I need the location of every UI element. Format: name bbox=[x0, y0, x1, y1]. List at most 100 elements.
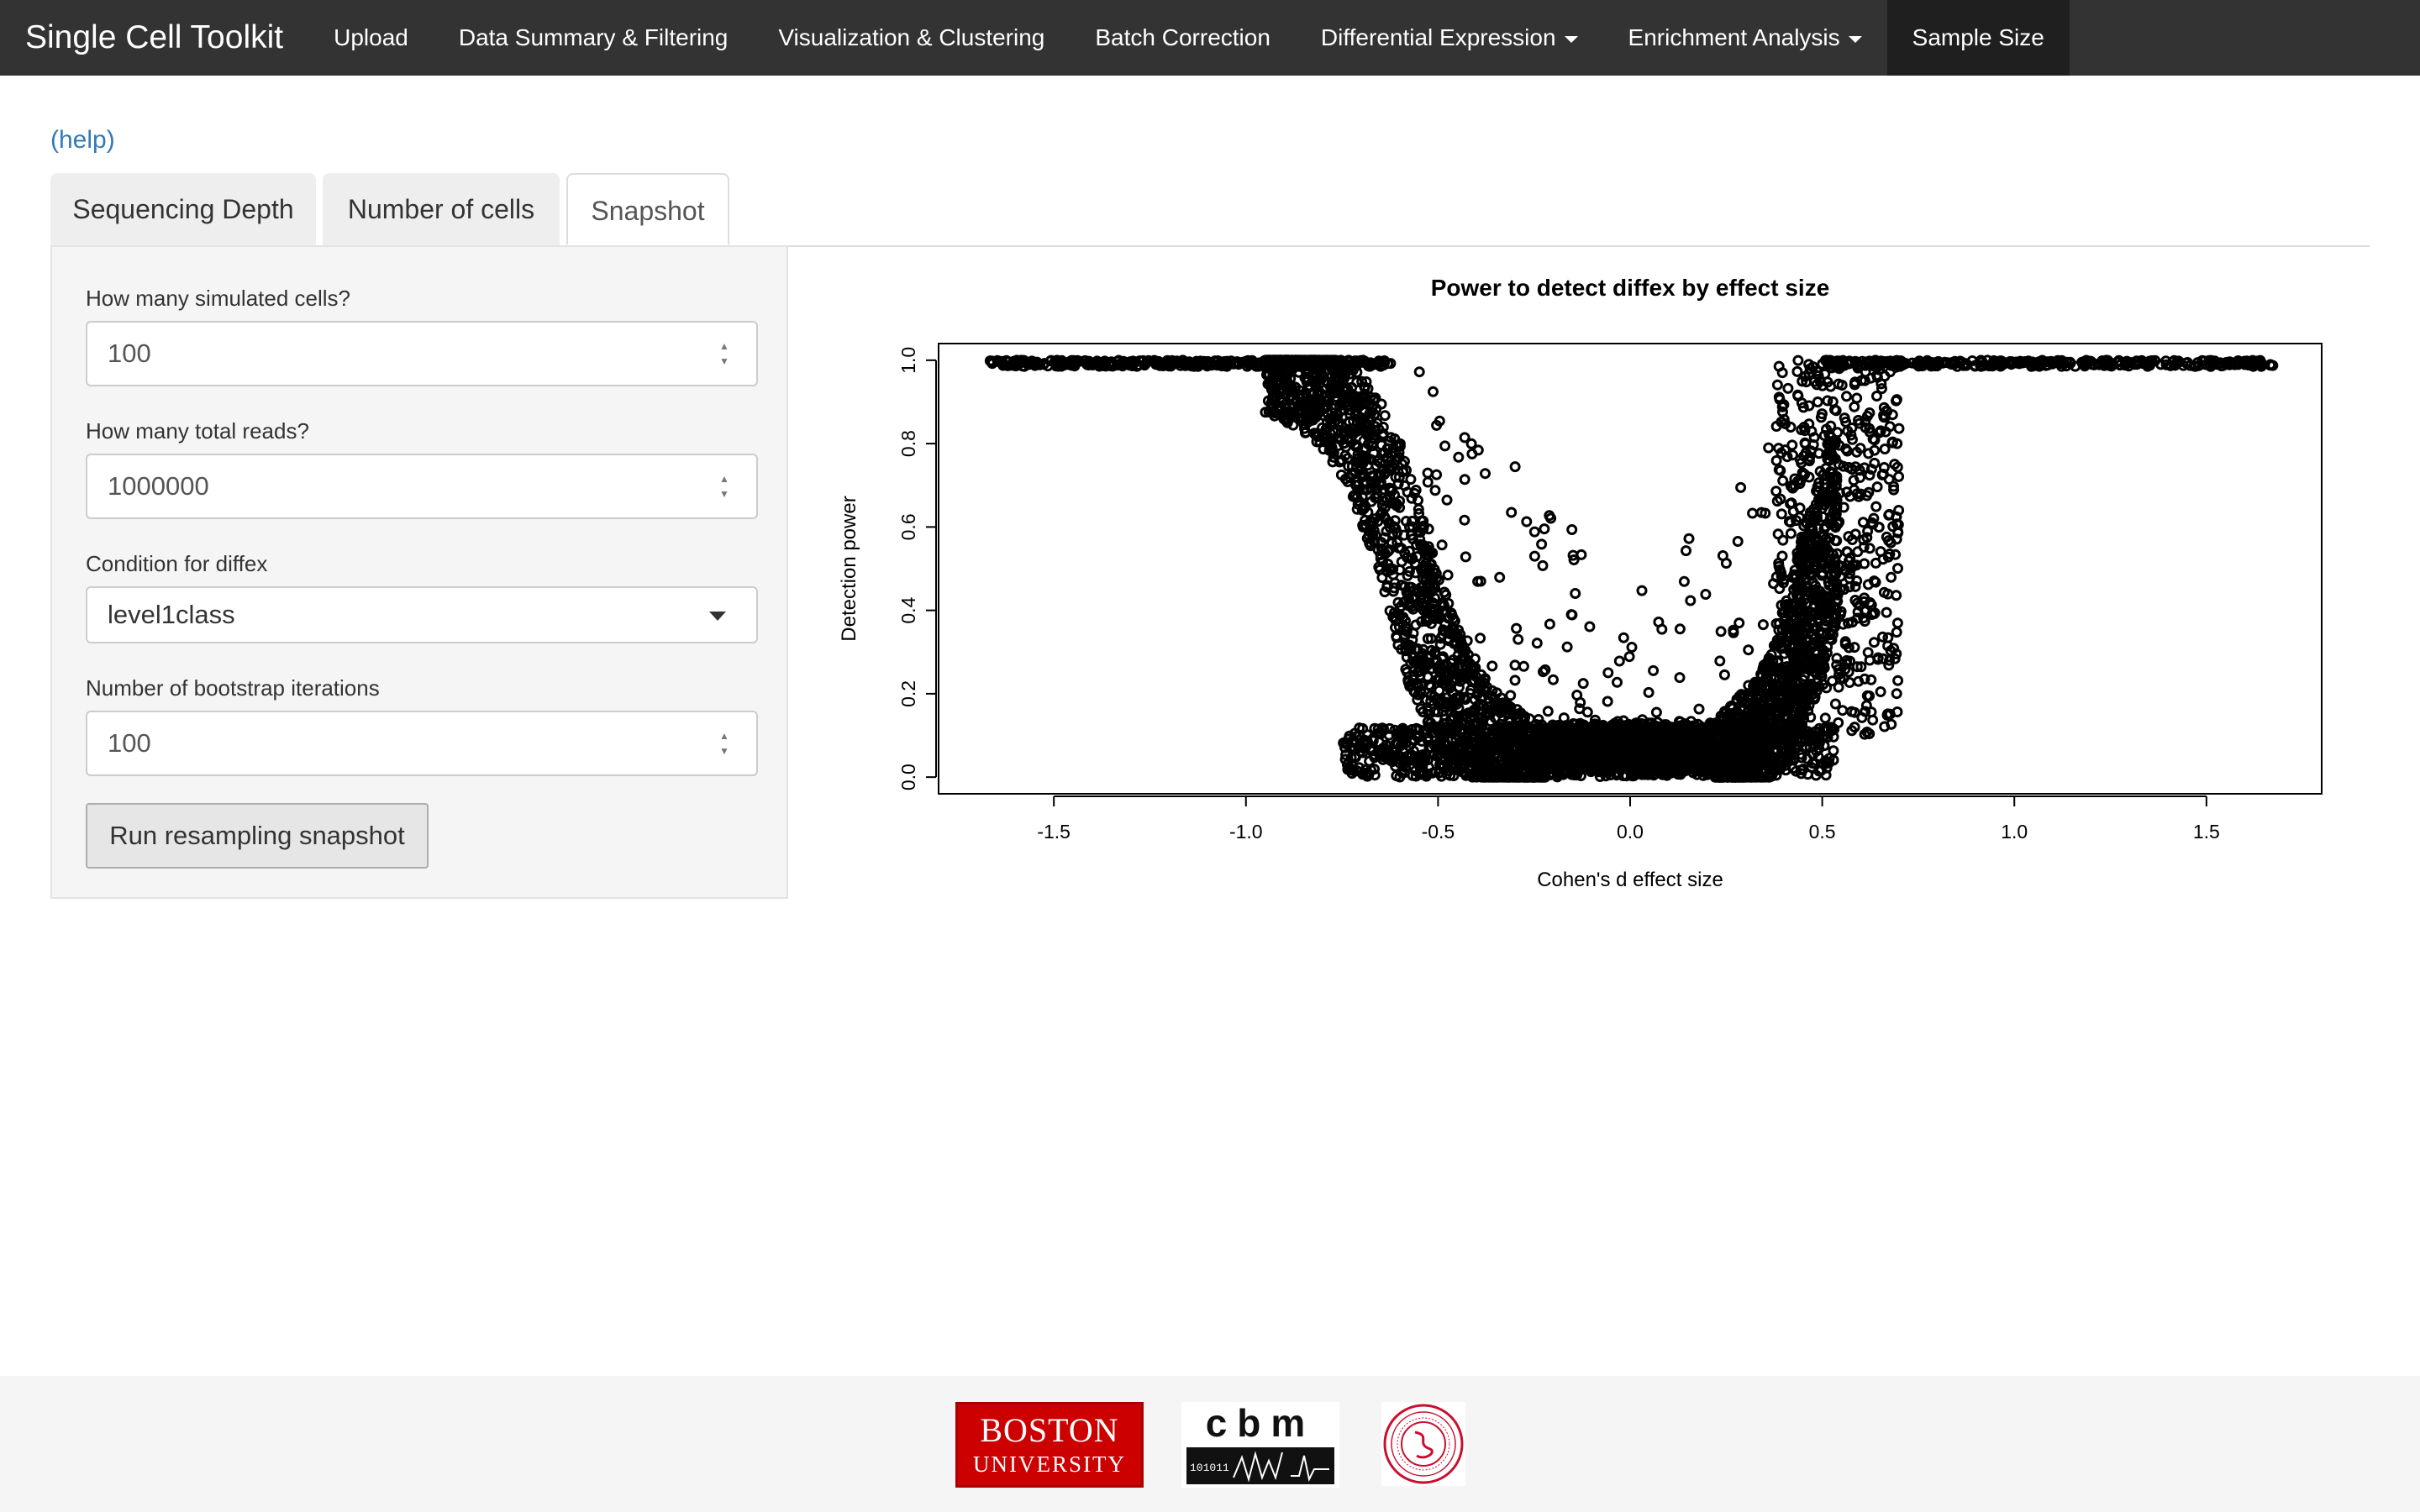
nav-sample-size[interactable]: Sample Size bbox=[1886, 0, 2070, 76]
caret-down-icon bbox=[1848, 35, 1862, 43]
data-point bbox=[1512, 704, 1523, 716]
data-point bbox=[1434, 638, 1446, 650]
data-point bbox=[1376, 430, 1388, 442]
data-point bbox=[1460, 694, 1471, 706]
nav-enrichment-analysis-label: Enrichment Analysis bbox=[1628, 24, 1840, 50]
data-point bbox=[1408, 669, 1420, 681]
data-point bbox=[1390, 454, 1402, 466]
data-point bbox=[1413, 495, 1423, 507]
run-snapshot-button[interactable]: Run resampling snapshot bbox=[86, 803, 429, 869]
tab-snapshot-label: Snapshot bbox=[591, 196, 705, 226]
data-point bbox=[1423, 680, 1435, 690]
reads-label: How many total reads? bbox=[86, 418, 309, 444]
nav-batch-correction-label: Batch Correction bbox=[1095, 24, 1270, 50]
nav-differential-expression-label: Differential Expression bbox=[1320, 24, 1556, 50]
nav-sample-size-label: Sample Size bbox=[1912, 24, 2044, 50]
data-point bbox=[1365, 743, 1377, 755]
data-point bbox=[1379, 410, 1391, 422]
data-point bbox=[1327, 456, 1339, 468]
data-point bbox=[1335, 469, 1347, 480]
stepper-icon[interactable]: ▲ ▼ bbox=[719, 340, 729, 367]
tab-number-of-cells[interactable]: Number of cells bbox=[323, 173, 560, 245]
tab-number-of-cells-label: Number of cells bbox=[347, 194, 535, 224]
nav-visualization[interactable]: Visualization & Clustering bbox=[753, 0, 1070, 76]
caret-down-icon bbox=[1564, 35, 1578, 43]
cells-label: How many simulated cells? bbox=[86, 286, 351, 311]
scatter-svg: Power to detect diffex by effect size -1… bbox=[838, 275, 2323, 891]
data-point bbox=[1326, 442, 1338, 454]
data-point bbox=[1813, 627, 1825, 639]
cells-input-value: 100 bbox=[108, 339, 151, 368]
data-point bbox=[1755, 669, 1767, 680]
data-point bbox=[1376, 572, 1388, 584]
bootstrap-input-value: 100 bbox=[108, 728, 151, 758]
data-point bbox=[1403, 565, 1415, 577]
condition-label: Condition for diffex bbox=[86, 551, 268, 576]
app-brand[interactable]: Single Cell Toolkit bbox=[25, 19, 284, 55]
tab-snapshot[interactable]: Snapshot bbox=[566, 173, 729, 245]
sidebar-panel: How many simulated cells? 100 ▲ ▼ How man… bbox=[50, 245, 788, 899]
data-points bbox=[984, 354, 2279, 783]
data-point bbox=[1364, 412, 1376, 423]
condition-select[interactable]: level1class bbox=[86, 586, 758, 643]
data-point bbox=[1351, 503, 1363, 515]
nav-differential-expression[interactable]: Differential Expression bbox=[1296, 0, 1603, 76]
data-point bbox=[1802, 769, 1813, 780]
tab-sequencing-depth[interactable]: Sequencing Depth bbox=[50, 173, 316, 245]
nav-batch-correction[interactable]: Batch Correction bbox=[1070, 0, 1296, 76]
data-point bbox=[1334, 456, 1345, 468]
data-point bbox=[1356, 375, 1368, 387]
plot-frame bbox=[938, 343, 2323, 795]
nav-data-summary-label: Data Summary & Filtering bbox=[458, 24, 729, 50]
condition-select-value: level1class bbox=[108, 600, 235, 629]
tab-bar: Sequencing Depth Number of cells Snapsho… bbox=[50, 173, 2370, 247]
bootstrap-input[interactable]: 100 ▲ ▼ bbox=[86, 711, 758, 776]
data-point bbox=[1343, 460, 1355, 472]
data-point bbox=[1418, 706, 1428, 717]
nav-enrichment-analysis[interactable]: Enrichment Analysis bbox=[1603, 0, 1887, 76]
data-point bbox=[1434, 672, 1445, 684]
data-point bbox=[1342, 476, 1354, 487]
data-point bbox=[1376, 398, 1387, 410]
data-point bbox=[1448, 612, 1460, 624]
data-point bbox=[1432, 663, 1444, 675]
reads-input[interactable]: 1000000 ▲ ▼ bbox=[86, 454, 758, 519]
data-point bbox=[1352, 442, 1364, 454]
data-point bbox=[1399, 629, 1411, 640]
data-point bbox=[1381, 443, 1393, 454]
bootstrap-label: Number of bootstrap iterations bbox=[86, 675, 380, 701]
nav-visualization-label: Visualization & Clustering bbox=[778, 24, 1045, 50]
nav-data-summary[interactable]: Data Summary & Filtering bbox=[434, 0, 754, 76]
chart-title: Power to detect diffex by effect size bbox=[1431, 275, 1830, 301]
data-point bbox=[1384, 482, 1396, 494]
data-point bbox=[1429, 648, 1441, 660]
data-point bbox=[1364, 755, 1376, 767]
help-link[interactable]: (help) bbox=[50, 126, 115, 154]
stepper-icon[interactable]: ▲ ▼ bbox=[719, 730, 729, 757]
nav-upload-label: Upload bbox=[334, 24, 408, 50]
data-point bbox=[1332, 440, 1344, 451]
data-point bbox=[1611, 769, 1623, 781]
data-point bbox=[1290, 381, 1302, 393]
data-point bbox=[1363, 525, 1375, 537]
data-point bbox=[1396, 556, 1407, 568]
data-point bbox=[1400, 664, 1412, 675]
stepper-icon[interactable]: ▲ ▼ bbox=[719, 473, 729, 500]
data-point bbox=[1473, 676, 1485, 688]
data-point bbox=[1434, 574, 1444, 585]
data-point bbox=[1362, 396, 1374, 407]
cells-input[interactable]: 100 ▲ ▼ bbox=[86, 321, 758, 386]
data-point bbox=[1389, 433, 1401, 444]
scatter-plot: Power to detect diffex by effect size -1… bbox=[832, 269, 2386, 907]
chevron-down-icon bbox=[709, 612, 726, 621]
data-point bbox=[1349, 737, 1360, 748]
data-point bbox=[1618, 715, 1629, 727]
data-point bbox=[1761, 680, 1773, 691]
data-point bbox=[1438, 599, 1449, 611]
data-point bbox=[1352, 485, 1364, 496]
tab-sequencing-depth-label: Sequencing Depth bbox=[72, 194, 294, 224]
reads-input-value: 1000000 bbox=[108, 471, 209, 501]
nav-upload[interactable]: Upload bbox=[308, 0, 434, 76]
navbar: Single Cell Toolkit Upload Data Summary … bbox=[0, 0, 2420, 76]
data-point bbox=[1379, 586, 1391, 598]
